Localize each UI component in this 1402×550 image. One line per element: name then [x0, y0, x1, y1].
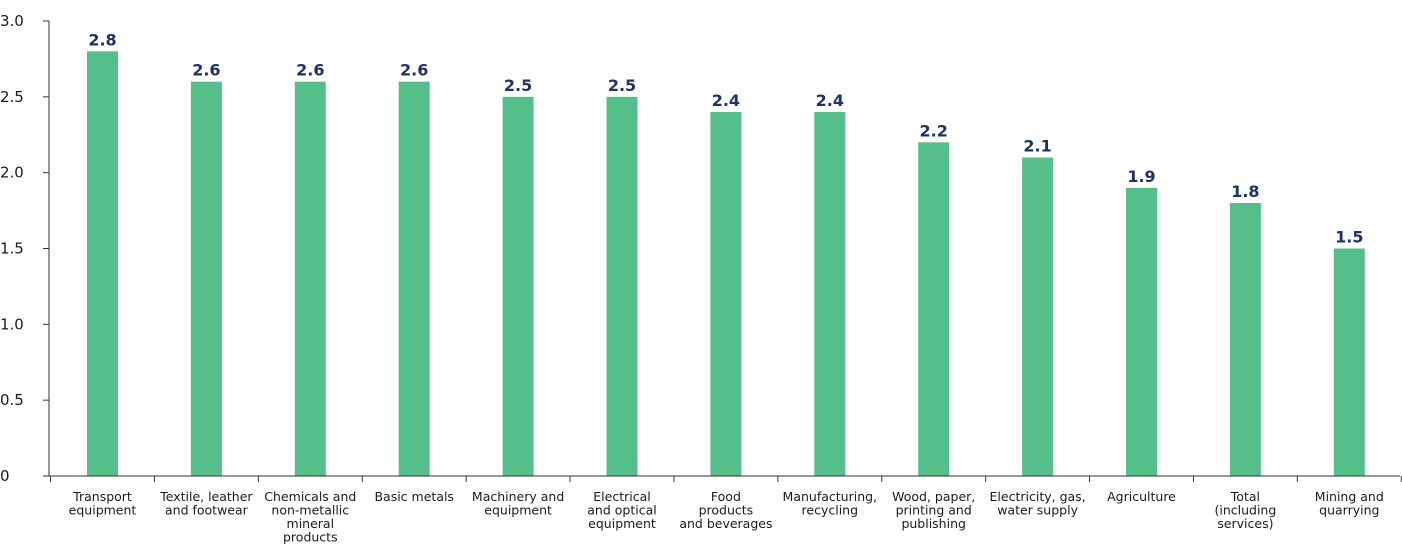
category-label: Transport equipment	[69, 489, 137, 518]
category-label: Manufacturing, recycling	[783, 489, 878, 518]
value-label: 1.9	[1127, 167, 1155, 186]
category-label-line: Basic metals	[374, 489, 453, 504]
category-label-line: Transport	[72, 489, 132, 504]
value-label: 2.8	[88, 30, 116, 49]
category-label-line: and optical	[587, 503, 656, 518]
category-label: Food products and beverages	[679, 489, 772, 531]
category-label-line: Mining and	[1315, 489, 1384, 504]
category-label-line: quarrying	[1319, 503, 1379, 518]
category-label: Chemicals and non-metallic mineral products	[264, 489, 356, 545]
bar	[918, 142, 950, 477]
category-label-line: Agriculture	[1107, 489, 1176, 504]
category-label-line: printing and	[896, 503, 972, 518]
category-label-line: Electricity, gas,	[990, 489, 1086, 504]
y-tick-label: 1.0	[0, 315, 24, 333]
category-label-line: services)	[1217, 516, 1273, 531]
category-label-line: equipment	[588, 516, 656, 531]
category-label-line: Machinery and	[472, 489, 564, 504]
value-label: 2.6	[192, 61, 220, 80]
category-label-line: equipment	[69, 503, 137, 518]
y-tick-label: 0	[0, 467, 10, 485]
value-label: 2.4	[712, 91, 740, 110]
y-axis: 0 0.5 1.0 1.5 2.0 2.5 3.0	[0, 12, 50, 485]
x-axis	[49, 475, 1402, 482]
category-label: Basic metals	[374, 489, 453, 504]
category-label-line: and footwear	[165, 503, 249, 518]
value-label: 2.6	[296, 61, 324, 80]
value-label: 2.2	[920, 121, 948, 140]
y-tick-label: 2.0	[0, 164, 24, 182]
y-tick-label: 0.5	[0, 391, 24, 409]
category-label-line: equipment	[484, 503, 552, 518]
category-label: Mining and quarrying	[1315, 489, 1384, 518]
bar	[190, 81, 222, 477]
value-label: 2.5	[608, 76, 636, 95]
value-label: 2.4	[816, 91, 844, 110]
category-label-line: and beverages	[679, 516, 772, 531]
bar	[1126, 187, 1157, 477]
category-label-line: Wood, paper,	[892, 489, 975, 504]
value-label: 2.1	[1023, 137, 1051, 156]
category-label-line: products	[699, 503, 754, 518]
category-label-line: non-metallic	[271, 503, 349, 518]
y-tick-label: 3.0	[0, 12, 24, 30]
bar	[398, 81, 430, 477]
category-label-line: Electrical	[593, 489, 650, 504]
category-label-line: publishing	[901, 516, 966, 531]
bar	[502, 96, 534, 476]
category-label-line: Textile, leather	[159, 489, 253, 504]
category-label-line: Food	[711, 489, 741, 504]
bar	[1333, 248, 1365, 476]
category-label-line: Total	[1230, 489, 1260, 504]
y-tick-label: 1.5	[0, 240, 24, 258]
category-label-line: recycling	[802, 503, 859, 518]
category-label-line: Manufacturing,	[783, 489, 878, 504]
y-tick-label: 2.5	[0, 88, 24, 106]
category-label-line: mineral	[287, 516, 335, 531]
bar	[1229, 203, 1261, 476]
category-label-line: products	[283, 530, 338, 545]
bar	[710, 112, 742, 476]
value-label: 2.6	[400, 61, 428, 80]
bars-group	[87, 51, 1365, 477]
category-label-line: Chemicals and	[264, 489, 356, 504]
value-label: 1.5	[1335, 228, 1363, 247]
category-label: Machinery and equipment	[472, 489, 564, 518]
bar	[87, 51, 118, 476]
category-label: Agriculture	[1107, 489, 1176, 504]
value-labels-group: 2.8 2.6 2.6 2.6 2.5 2.5 2.4 2.4 2.2 2.1 1.9 1.8 1.5	[88, 30, 1363, 246]
category-label: Electricity, gas, water supply	[990, 489, 1086, 518]
bar	[814, 112, 846, 476]
category-label: Electrical and optical equipment	[587, 489, 656, 531]
bar	[606, 96, 638, 476]
category-label: Total (including services)	[1214, 489, 1276, 531]
value-label: 2.5	[504, 76, 532, 95]
bar	[294, 81, 326, 477]
category-label: Wood, paper, printing and publishing	[892, 489, 975, 531]
bar	[1022, 157, 1054, 476]
category-label: Textile, leather and footwear	[159, 489, 253, 518]
category-label-line: (including	[1214, 503, 1276, 518]
value-label: 1.8	[1231, 182, 1259, 201]
category-label-line: water supply	[997, 503, 1078, 518]
